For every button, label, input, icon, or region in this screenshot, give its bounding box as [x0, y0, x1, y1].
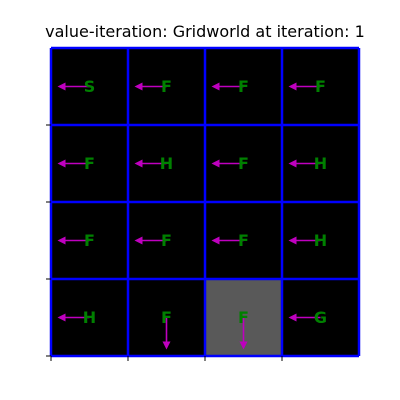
cell-label: F	[84, 231, 95, 250]
arrowhead-left	[211, 82, 220, 91]
arrowhead-left	[134, 159, 143, 168]
cell-label: F	[238, 308, 249, 327]
cell-label: S	[84, 77, 96, 96]
arrowhead-left	[211, 159, 220, 168]
cell-label: F	[161, 231, 172, 250]
arrowhead-left	[211, 236, 220, 245]
arrowhead-left	[288, 159, 297, 168]
cell-label: F	[161, 308, 172, 327]
cell-content-layer: S F F F F H F H F F F H H F F G	[57, 77, 327, 350]
grid-lines	[49, 46, 361, 358]
cell-label: H	[314, 154, 327, 173]
cell-label: H	[314, 231, 327, 250]
arrowhead-down	[162, 341, 171, 350]
arrowhead-left	[57, 236, 66, 245]
axis-ticks	[46, 124, 283, 361]
cell-label: F	[84, 154, 95, 173]
cell-label: F	[238, 77, 249, 96]
arrowhead-left	[134, 236, 143, 245]
cell-label: H	[83, 308, 96, 327]
arrowhead-left	[288, 236, 297, 245]
arrowhead-left	[288, 313, 297, 322]
cell-label: F	[238, 154, 249, 173]
cell-label: F	[161, 77, 172, 96]
arrowhead-down	[239, 341, 248, 350]
cell-label: F	[315, 77, 326, 96]
arrowhead-left	[288, 82, 297, 91]
arrowhead-left	[134, 82, 143, 91]
arrowhead-left	[57, 313, 66, 322]
arrowhead-left	[57, 159, 66, 168]
figure-title: value-iteration: Gridworld at iteration:…	[45, 22, 365, 41]
cell-label: F	[238, 231, 249, 250]
cell-label: G	[314, 308, 327, 327]
cell-label: H	[160, 154, 173, 173]
arrowhead-left	[57, 82, 66, 91]
